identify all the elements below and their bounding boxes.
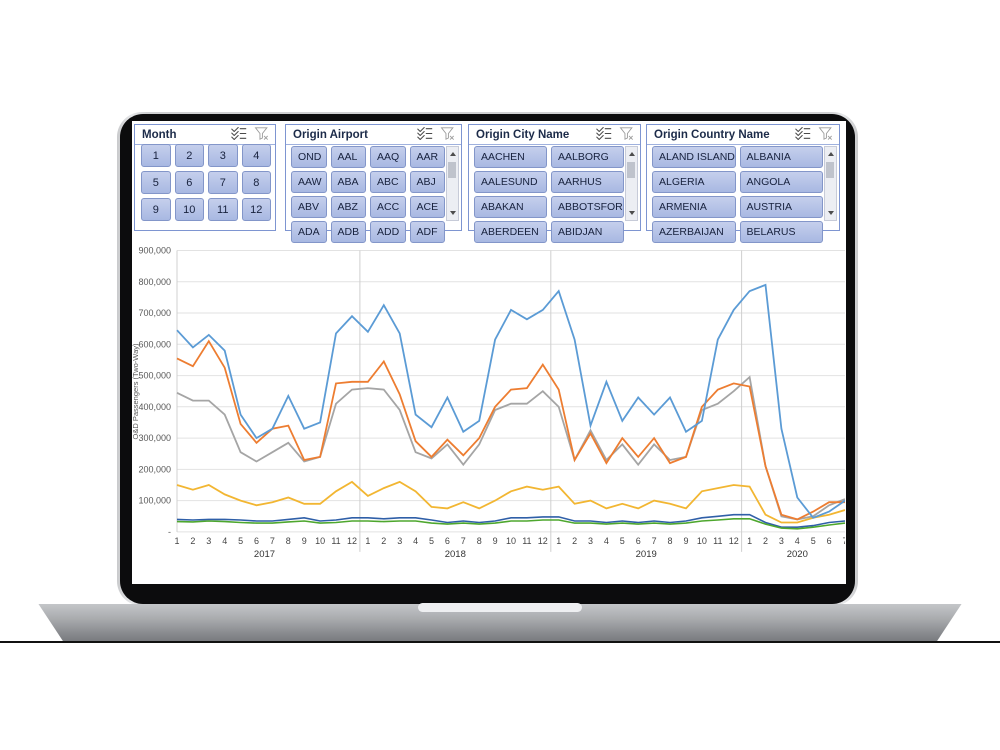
svg-text:6: 6 — [254, 536, 259, 546]
svg-text:12: 12 — [729, 536, 739, 546]
svg-text:1: 1 — [365, 536, 370, 546]
svg-text:2020: 2020 — [787, 549, 808, 560]
svg-text:10: 10 — [315, 536, 325, 546]
svg-text:11: 11 — [522, 536, 531, 546]
svg-text:600,000: 600,000 — [138, 339, 171, 349]
svg-text:800,000: 800,000 — [138, 277, 171, 287]
svg-text:300,000: 300,000 — [138, 433, 171, 443]
svg-text:100,000: 100,000 — [138, 496, 171, 506]
svg-text:10: 10 — [506, 536, 516, 546]
svg-text:3: 3 — [779, 536, 784, 546]
svg-text:2017: 2017 — [254, 549, 275, 560]
svg-text:9: 9 — [302, 536, 307, 546]
svg-text:200,000: 200,000 — [138, 464, 171, 474]
svg-text:6: 6 — [636, 536, 641, 546]
svg-text:2018: 2018 — [445, 549, 466, 560]
svg-text:2019: 2019 — [636, 549, 657, 560]
svg-text:7: 7 — [461, 536, 466, 546]
svg-text:11: 11 — [713, 536, 722, 546]
svg-text:700,000: 700,000 — [138, 308, 171, 318]
svg-text:-: - — [168, 527, 171, 537]
svg-text:2: 2 — [763, 536, 768, 546]
svg-text:2: 2 — [381, 536, 386, 546]
svg-text:400,000: 400,000 — [138, 402, 171, 412]
svg-text:2: 2 — [190, 536, 195, 546]
svg-text:3: 3 — [397, 536, 402, 546]
svg-text:7: 7 — [652, 536, 657, 546]
svg-text:12: 12 — [538, 536, 548, 546]
svg-text:8: 8 — [477, 536, 482, 546]
svg-text:10: 10 — [697, 536, 707, 546]
svg-text:4: 4 — [413, 536, 418, 546]
svg-text:6: 6 — [445, 536, 450, 546]
svg-text:5: 5 — [429, 536, 434, 546]
svg-text:500,000: 500,000 — [138, 371, 171, 381]
svg-text:4: 4 — [222, 536, 227, 546]
svg-text:5: 5 — [238, 536, 243, 546]
svg-text:5: 5 — [811, 536, 816, 546]
svg-text:900,000: 900,000 — [138, 246, 171, 256]
svg-text:1: 1 — [556, 536, 561, 546]
svg-text:5: 5 — [620, 536, 625, 546]
svg-text:3: 3 — [588, 536, 593, 546]
svg-text:7: 7 — [270, 536, 275, 546]
svg-text:4: 4 — [604, 536, 609, 546]
svg-text:7: 7 — [842, 536, 845, 546]
svg-text:8: 8 — [286, 536, 291, 546]
svg-text:11: 11 — [331, 536, 340, 546]
svg-text:12: 12 — [347, 536, 357, 546]
svg-text:9: 9 — [683, 536, 688, 546]
svg-text:1: 1 — [174, 536, 179, 546]
svg-text:8: 8 — [667, 536, 672, 546]
svg-text:6: 6 — [827, 536, 832, 546]
svg-text:9: 9 — [493, 536, 498, 546]
svg-text:3: 3 — [206, 536, 211, 546]
svg-text:1: 1 — [747, 536, 752, 546]
svg-text:4: 4 — [795, 536, 800, 546]
svg-text:2: 2 — [572, 536, 577, 546]
